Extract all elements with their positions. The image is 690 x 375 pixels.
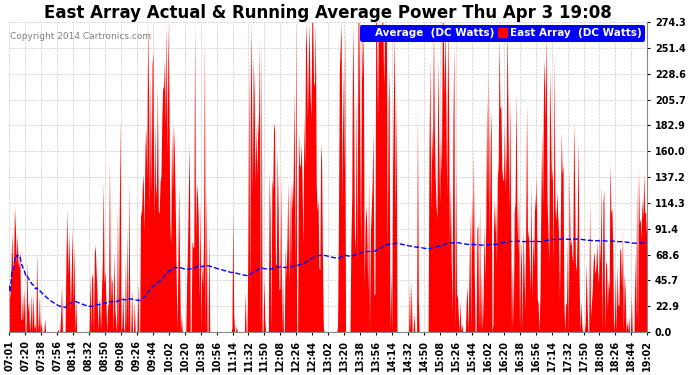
Legend: Average  (DC Watts), East Array  (DC Watts): Average (DC Watts), East Array (DC Watts… (359, 24, 645, 42)
Title: East Array Actual & Running Average Power Thu Apr 3 19:08: East Array Actual & Running Average Powe… (44, 4, 612, 22)
Text: Copyright 2014 Cartronics.com: Copyright 2014 Cartronics.com (10, 32, 152, 40)
